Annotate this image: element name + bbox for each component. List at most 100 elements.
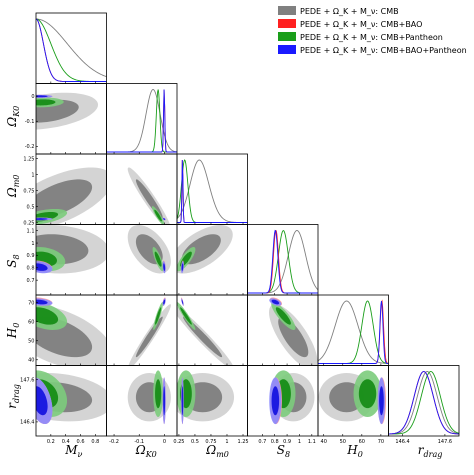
legend-swatch — [278, 45, 296, 54]
contour-rdrag-mnu-cmb-bao-pantheon — [36, 377, 53, 425]
panel-frame-h0-h0 — [317, 294, 389, 366]
contour-level — [36, 218, 48, 220]
contour-om-mnu-cmb-bao-pantheon — [36, 217, 53, 221]
y-tick-label: 0.25 — [23, 220, 34, 226]
y-tick-label: 70 — [28, 300, 34, 306]
x-axis-label-rdrag: rdrag — [418, 443, 443, 459]
x-tick-label: 0.5 — [191, 439, 199, 445]
contour-om-ok-cmb-bao-pantheon — [162, 217, 166, 221]
x-tick-label: 0.7 — [258, 439, 266, 445]
posterior-ok-cmb-bao-pantheon — [106, 89, 177, 153]
contour-h0-mnu-cmb-bao-pantheon — [36, 298, 53, 306]
x-tick-label: 60 — [359, 439, 365, 445]
contour-level — [181, 299, 184, 305]
y-axis-label-ok: ΩK0 — [5, 106, 21, 128]
legend-entry: PEDE + Ω_K + M_ν: CMB+BAO+Pantheon — [278, 45, 467, 55]
x-tick-label: -0.2 — [109, 439, 119, 445]
posterior-mnu-cmb-bao-pantheon — [35, 18, 107, 82]
posterior-om-cmb-bao — [177, 159, 248, 223]
contour-rdrag-om-cmb-pantheon — [177, 370, 196, 418]
panel-frame-om-om — [176, 153, 248, 225]
posterior-om-cmb — [176, 159, 248, 223]
contour-h0-ok-cmb — [128, 304, 171, 366]
y-tick-label: 1.25 — [23, 156, 34, 162]
contour-level — [155, 379, 162, 409]
y-axis-label-h0: H0 — [5, 323, 21, 340]
contour-h0-s8-cmb-bao-pantheon — [269, 298, 282, 306]
x-axis-label-mnu: Mν — [64, 443, 82, 459]
contour-h0-ok-cmb-pantheon — [153, 301, 164, 330]
legend-label: PEDE + Ω_K + M_ν: CMB+BAO+Pantheon — [300, 46, 467, 55]
contour-h0-om-cmb — [177, 306, 233, 366]
x-tick-label: 0.4 — [62, 439, 70, 445]
panel-frame-h0-om — [176, 294, 248, 366]
x-axis-label-om: Ωm0 — [205, 443, 229, 459]
posterior-ok-cmb — [106, 89, 178, 153]
y-axis-label-s8: S8 — [5, 254, 21, 267]
contour-level — [358, 379, 377, 409]
contour-level — [36, 299, 48, 305]
contour-level — [163, 218, 166, 220]
y-tick-label: 60 — [28, 319, 34, 325]
contour-level — [135, 316, 163, 358]
y-tick-label: 0.75 — [23, 188, 34, 194]
x-tick-label: 40 — [321, 439, 327, 445]
y-tick-label: 0.8 — [27, 266, 35, 272]
x-tick-label: 50 — [340, 439, 346, 445]
legend-entry: PEDE + Ω_K + M_ν: CMB+Pantheon — [278, 32, 443, 42]
y-tick-label: 0 — [31, 94, 34, 100]
y-tick-label: 147.6 — [20, 377, 34, 383]
x-tick-label: 1 — [225, 439, 228, 445]
contour-h0-mnu-cmb-pantheon — [36, 302, 68, 330]
contour-s8-ok-cmb-bao-pantheon — [162, 261, 166, 274]
contour-h0-om-cmb-bao-pantheon — [181, 298, 184, 306]
contour-level — [36, 263, 48, 271]
contour-level — [278, 316, 309, 358]
y-tick-label: 0.9 — [27, 253, 35, 259]
panel-frame-ok-ok — [106, 83, 178, 155]
posterior-s8-cmb-bao-pantheon — [247, 229, 318, 294]
posterior-om-cmb-pantheon — [176, 159, 248, 223]
contour-rdrag-h0-cmb-bao-pantheon — [377, 377, 386, 425]
contour-om-ok-cmb — [127, 167, 170, 225]
y-tick-label: -0.1 — [25, 119, 35, 125]
contour-level — [275, 307, 291, 325]
y-tick-label: 1.1 — [27, 228, 35, 234]
contour-level — [180, 307, 192, 325]
x-tick-label: 146.4 — [395, 439, 409, 445]
posterior-rdrag-cmb-pantheon — [388, 371, 460, 435]
x-tick-label: 0.75 — [205, 439, 216, 445]
x-tick-label: 0.2 — [47, 439, 55, 445]
contour-level — [36, 99, 56, 106]
contour-level — [181, 386, 184, 416]
y-axis-label-om: Ωm0 — [5, 175, 21, 199]
contour-level — [36, 307, 59, 325]
x-axis-label-s8: S8 — [277, 443, 290, 459]
panels-group: -0.2 -0.1 0 0.25 0.5 0.75 1 1.25 0.7 0.8 0.9 1 1.1 40… — [5, 12, 460, 459]
legend: PEDE + Ω_K + M_ν: CMB PEDE + Ω_K + M_ν: C… — [278, 6, 467, 55]
x-tick-label: 0.25 — [173, 439, 184, 445]
contour-level — [36, 386, 48, 416]
contour-h0-ok-cmb-bao-pantheon — [162, 298, 166, 306]
contour-om-ok-cmb-pantheon — [151, 206, 165, 225]
contour-level — [36, 95, 48, 98]
x-tick-label: 0.6 — [77, 439, 85, 445]
panel-frame-rdrag-rdrag — [388, 365, 460, 437]
contour-rdrag-s8-cmb-bao-pantheon — [269, 377, 282, 425]
legend-swatch — [278, 6, 296, 15]
x-tick-label: 0.8 — [271, 439, 279, 445]
legend-entry: PEDE + Ω_K + M_ν: CMB+BAO — [278, 19, 422, 29]
x-tick-label: 0.8 — [91, 439, 99, 445]
legend-swatch — [278, 32, 296, 41]
x-tick-label: 0 — [163, 439, 166, 445]
x-axis-label-h0: H0 — [346, 443, 363, 459]
contour-level — [271, 386, 280, 416]
contour-h0-s8-cmb-pantheon — [271, 301, 296, 330]
posterior-h0-cmb-bao-pantheon — [318, 300, 389, 364]
y-tick-label: 40 — [28, 358, 34, 364]
x-tick-label: 0.9 — [283, 439, 291, 445]
contour-s8-om-cmb-bao-pantheon — [181, 261, 184, 274]
posterior-rdrag-cmb-bao — [388, 371, 460, 435]
x-tick-label: 147.6 — [438, 439, 452, 445]
contour-level — [154, 251, 162, 267]
